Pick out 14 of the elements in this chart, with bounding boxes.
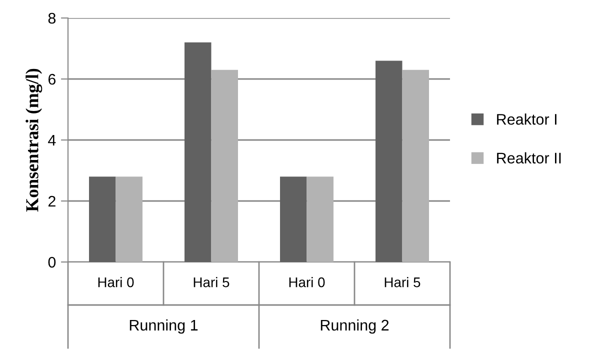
y-tick-label: 8 [48,12,56,24]
legend-label: Reaktor I [497,114,556,125]
x-tick-label: Hari 5 [194,277,230,288]
text: Running 1 [130,319,198,334]
y-tick-label: 4 [48,135,56,146]
y-tick-label: 6 [48,74,56,85]
y-tick-label: 2 [48,196,56,207]
y-axis-title: Konsentrasi (mg/l) [26,68,42,212]
y-tick-label: 0 [48,256,56,268]
x-tick-label: Hari 0 [289,277,325,288]
text: Running 2 [320,319,389,334]
x-tick-label: Hari 0 [98,277,134,288]
legend-label: Reaktor II [497,152,561,164]
x-tick-label: Hari 5 [384,277,420,288]
